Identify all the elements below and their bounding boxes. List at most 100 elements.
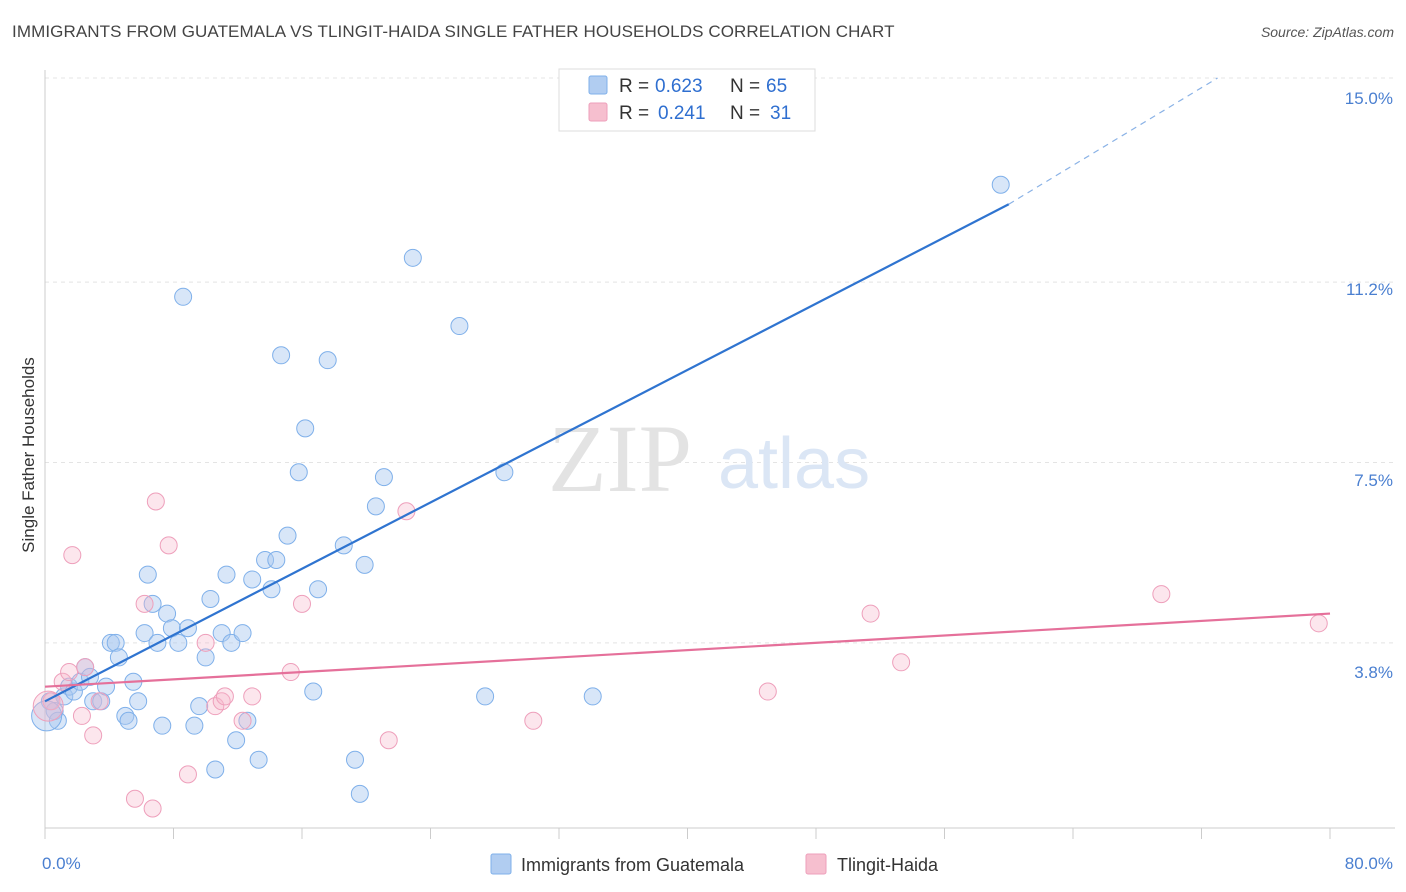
- point-tlingit: [60, 663, 79, 682]
- point-tlingit: [379, 731, 398, 750]
- point-tlingit: [178, 765, 197, 784]
- legend-bottom-swatch-tlingit: [805, 853, 827, 875]
- point-tlingit: [143, 799, 162, 818]
- chart-title: IMMIGRANTS FROM GUATEMALA VS TLINGIT-HAI…: [12, 22, 895, 41]
- y-axis-label: Single Father Households: [19, 357, 38, 553]
- point-guatemala: [289, 463, 308, 482]
- axis-ticks: 3.8% 7.5% 11.2% 15.0% 0.0% 80.0%: [42, 89, 1393, 873]
- legend-top: R = 0.623 N = 65 R = 0.241 N = 31: [558, 68, 816, 132]
- legend-bottom: Immigrants from Guatemala Tlingit-Haida: [490, 853, 939, 875]
- point-tlingit: [861, 604, 880, 623]
- point-guatemala: [190, 697, 209, 716]
- point-tlingit: [32, 690, 64, 722]
- point-guatemala: [249, 750, 268, 769]
- legend-swatch-tlingit: [588, 102, 608, 122]
- point-tlingit: [758, 682, 777, 701]
- point-tlingit: [125, 789, 144, 808]
- point-tlingit: [72, 706, 91, 725]
- point-guatemala: [243, 570, 262, 589]
- legend-r-value: 0.241: [658, 103, 706, 124]
- point-guatemala: [296, 419, 315, 438]
- point-guatemala: [350, 784, 369, 803]
- point-guatemala: [318, 351, 337, 370]
- legend-n-label: N =: [730, 103, 760, 124]
- point-tlingit: [76, 658, 95, 677]
- point-tlingit: [215, 687, 234, 706]
- trend-line-guatemala-extension: [1008, 77, 1218, 205]
- point-guatemala: [309, 580, 328, 599]
- point-guatemala: [238, 711, 257, 730]
- point-guatemala: [272, 346, 291, 365]
- point-guatemala: [201, 589, 220, 608]
- trend-lines: [44, 77, 1331, 703]
- point-tlingit: [1309, 614, 1328, 633]
- point-guatemala: [278, 526, 297, 545]
- point-tlingit: [84, 726, 103, 745]
- y-tick-label: 15.0%: [1345, 89, 1393, 108]
- legend-n-label: N =: [730, 76, 760, 97]
- point-guatemala: [185, 716, 204, 735]
- x-tick-label: 80.0%: [1345, 854, 1393, 873]
- point-guatemala: [583, 687, 602, 706]
- legend-n-value: 65: [766, 76, 787, 97]
- point-guatemala: [116, 706, 135, 725]
- point-tlingit: [1152, 585, 1171, 604]
- point-tlingit: [293, 594, 311, 613]
- point-tlingit: [196, 633, 215, 652]
- x-tick-label: 0.0%: [42, 854, 81, 873]
- point-guatemala: [217, 565, 236, 584]
- point-guatemala: [366, 497, 385, 516]
- point-guatemala: [106, 633, 125, 652]
- point-guatemala: [374, 468, 393, 487]
- point-guatemala: [174, 287, 193, 306]
- point-guatemala: [153, 716, 172, 735]
- trend-line-tlingit: [44, 612, 1331, 688]
- point-guatemala: [196, 648, 215, 667]
- point-tlingit: [524, 711, 543, 730]
- point-guatemala: [355, 555, 374, 574]
- point-tlingit: [892, 653, 911, 672]
- point-guatemala: [101, 633, 120, 652]
- legend-swatch-guatemala: [588, 75, 608, 95]
- point-guatemala: [135, 624, 154, 643]
- y-tick-label: 7.5%: [1354, 471, 1393, 490]
- legend-n-value: 31: [770, 103, 791, 124]
- data-points: [31, 175, 1328, 818]
- y-tick-label: 3.8%: [1354, 663, 1393, 682]
- legend-r-value: 0.623: [655, 76, 703, 97]
- watermark-zip: ZIP: [548, 405, 692, 512]
- point-guatemala: [450, 317, 469, 336]
- point-guatemala: [206, 760, 225, 779]
- legend-bottom-swatch-guatemala: [490, 853, 512, 875]
- legend-r-label: R =: [619, 103, 649, 124]
- point-guatemala: [129, 692, 148, 711]
- watermark-atlas: atlas: [718, 424, 870, 504]
- point-tlingit: [135, 594, 154, 613]
- point-guatemala: [476, 687, 495, 706]
- point-tlingit: [63, 546, 82, 565]
- point-guatemala: [403, 248, 422, 267]
- point-tlingit: [233, 711, 252, 730]
- point-guatemala: [138, 565, 157, 584]
- grid-lines: [45, 77, 1395, 644]
- point-guatemala: [212, 624, 231, 643]
- point-guatemala: [169, 633, 188, 652]
- legend-bottom-label-tlingit: Tlingit-Haida: [837, 855, 939, 875]
- point-tlingit: [159, 536, 178, 555]
- point-tlingit: [212, 692, 231, 711]
- point-guatemala: [304, 682, 323, 701]
- point-guatemala: [267, 550, 286, 569]
- legend-r-label: R =: [619, 76, 649, 97]
- point-guatemala: [158, 604, 177, 623]
- point-tlingit: [42, 692, 61, 711]
- point-tlingit: [90, 692, 109, 711]
- point-tlingit: [146, 492, 165, 511]
- point-guatemala: [233, 624, 252, 643]
- y-tick-label: 11.2%: [1346, 280, 1393, 299]
- trend-line-guatemala: [44, 203, 1010, 703]
- legend-bottom-label-guatemala: Immigrants from Guatemala: [521, 855, 745, 875]
- point-guatemala: [991, 175, 1010, 194]
- point-guatemala: [119, 711, 138, 730]
- source-label: Source: ZipAtlas.com: [1260, 24, 1394, 40]
